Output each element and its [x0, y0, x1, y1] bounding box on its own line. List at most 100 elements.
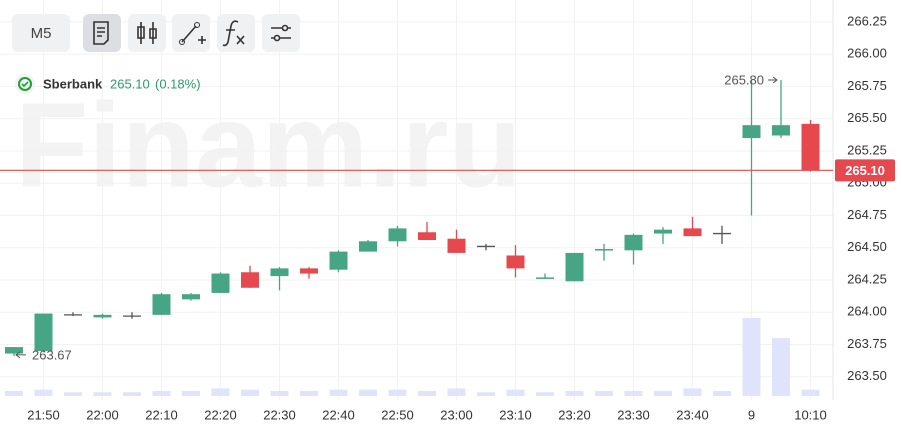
candle-body — [624, 234, 643, 251]
candle-body — [93, 314, 112, 318]
candle-body — [329, 251, 348, 270]
indicator-icon — [222, 20, 245, 47]
candle-body — [536, 277, 554, 279]
candle-body — [772, 125, 790, 136]
draw-icon — [194, 22, 200, 28]
tool-button[interactable] — [83, 14, 121, 52]
volume-bar — [447, 388, 466, 396]
candle-body — [34, 313, 53, 351]
candle-body — [565, 252, 584, 282]
volume-bar — [152, 390, 171, 396]
candle-body — [270, 268, 289, 277]
volume-bar — [388, 389, 407, 396]
volume-bar — [93, 392, 112, 396]
symbol: Sberbank — [43, 76, 103, 91]
volume-bar — [241, 389, 259, 396]
y-tick-label: 264.50 — [847, 239, 887, 254]
volume-bar — [624, 390, 643, 396]
candle-body — [5, 347, 23, 354]
current-price-box — [835, 159, 895, 182]
x-tick-label: 22:50 — [381, 407, 414, 422]
volume-bar — [300, 390, 318, 396]
candle-body — [506, 255, 525, 269]
change: (0.18%) — [155, 76, 201, 91]
candle-body — [654, 229, 672, 234]
logo — [18, 77, 32, 91]
tool-icon — [93, 21, 109, 45]
volume-bar — [64, 392, 82, 396]
candle-body — [683, 228, 702, 237]
x-tick-label: 22:40 — [322, 407, 355, 422]
price: 265.10 — [110, 76, 150, 91]
x-tick-label: 22:30 — [263, 407, 296, 422]
volume-bar — [772, 338, 790, 396]
x-tick-label: 23:10 — [499, 407, 532, 422]
volume-bar — [477, 392, 495, 396]
x-tick-label: 10:10 — [794, 407, 827, 422]
volume-bar — [5, 390, 23, 396]
draw-icon — [181, 25, 206, 44]
volume-bar — [654, 390, 672, 396]
volume-bar — [34, 389, 53, 396]
draw-button[interactable] — [172, 14, 210, 52]
settings-icon — [273, 34, 281, 42]
volume-bar — [270, 390, 289, 396]
y-tick-label: 266.25 — [847, 13, 887, 28]
candle-body — [801, 123, 820, 171]
y-tick-label: 263.50 — [847, 368, 887, 383]
candles-button[interactable] — [128, 14, 166, 52]
draw-icon — [179, 39, 185, 45]
candle-body — [595, 249, 613, 251]
settings-icon — [281, 24, 289, 32]
y-tick-label: 265.50 — [847, 110, 887, 125]
logo — [21, 81, 29, 88]
volume-bar — [595, 390, 613, 396]
settings-button[interactable] — [262, 14, 300, 52]
timeframe-label: M5 — [31, 25, 52, 42]
x-tick-label: 9 — [748, 407, 755, 422]
watermark: Finam.ru — [15, 79, 522, 213]
candle-body — [152, 294, 171, 315]
y-tick-label: 263.75 — [847, 336, 887, 351]
high-label: 265.80 — [724, 72, 764, 87]
y-tick-label: 265.75 — [847, 78, 887, 93]
candle-body — [418, 232, 436, 240]
low-label: 263.67 — [32, 347, 72, 362]
x-tick-label: 23:00 — [440, 407, 473, 422]
indicator-button[interactable] — [217, 14, 255, 52]
y-tick-label: 264.75 — [847, 207, 887, 222]
volume-bar — [565, 390, 584, 396]
candle-body — [447, 238, 466, 253]
volume-bar — [506, 389, 525, 396]
y-tick-label: 266.00 — [847, 46, 887, 61]
candle-body — [211, 273, 230, 293]
candles-icon — [137, 22, 157, 44]
candle-body — [359, 241, 377, 252]
x-tick-label: 22:10 — [145, 407, 178, 422]
y-tick-label: 264.25 — [847, 271, 887, 286]
volume-bar — [359, 389, 377, 396]
current-price-label: 265.10 — [845, 163, 885, 178]
volume-bar — [801, 389, 820, 396]
candle-body — [182, 294, 200, 300]
volume-bar — [683, 388, 702, 396]
candle-body — [388, 228, 407, 242]
x-tick-label: 22:00 — [86, 407, 119, 422]
x-tick-label: 23:20 — [558, 407, 591, 422]
volume-bar — [182, 390, 200, 396]
volume-bar — [329, 389, 348, 396]
candle-body — [300, 268, 318, 274]
x-tick-label: 23:30 — [617, 407, 650, 422]
y-tick-label: 265.25 — [847, 142, 887, 157]
volume-bar — [536, 392, 554, 396]
x-tick-label: 23:40 — [676, 407, 709, 422]
timeframe-button[interactable] — [12, 14, 70, 52]
x-tick-label: 21:50 — [27, 407, 60, 422]
volume-bar — [211, 388, 230, 396]
high-arrow — [772, 76, 778, 84]
y-tick-label: 264.00 — [847, 304, 887, 319]
candle-body — [241, 272, 259, 288]
x-tick-label: 22:20 — [204, 407, 237, 422]
low-arrow — [15, 351, 21, 359]
